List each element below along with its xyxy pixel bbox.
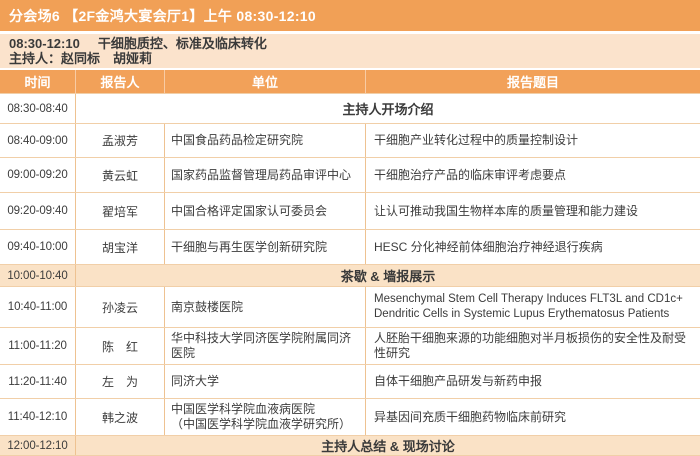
session-chairs: 主持人：赵同标 胡娅莉 — [9, 51, 153, 66]
table-row: 10:40-11:00 孙凌云 南京鼓楼医院 Mesenchymal Stem … — [0, 286, 700, 327]
title-cell: 让认可推动我国生物样本库的质量管理和能力建设 — [374, 203, 639, 218]
speaker-cell: 韩之波 — [76, 399, 165, 435]
session-title-bar: 分会场6 【2F金鸿大宴会厅1】上午 08:30-12:10 — [0, 0, 700, 31]
table-row-break: 10:00-10:40 茶歇 & 墙报展示 — [0, 264, 700, 286]
org-cell: 干细胞与再生医学创新研究院 — [165, 230, 366, 264]
time-cell: 10:00-10:40 — [0, 265, 76, 286]
time-cell: 11:00-11:20 — [0, 328, 76, 364]
org-cell: 华中科技大学同济医学院附属同济医院 — [165, 328, 366, 364]
speaker-cell: 翟培军 — [76, 193, 165, 229]
title-cell: 干细胞治疗产品的临床审评考虑要点 — [374, 167, 567, 182]
org-cell: 中国食品药品检定研究院 — [165, 124, 366, 157]
speaker-cell: 孟淑芳 — [76, 124, 165, 157]
time-cell: 11:40-12:10 — [0, 399, 76, 435]
table-row: 08:40-09:00 孟淑芳 中国食品药品检定研究院 干细胞产业转化过程中的质… — [0, 123, 700, 157]
title-cell: 人胚胎干细胞来源的功能细胞对半月板损伤的安全性及耐受性研究 — [374, 331, 687, 360]
org-cell: 国家药品监督管理局药品审评中心 — [165, 158, 366, 192]
title-cell: Mesenchymal Stem Cell Therapy Induces FL… — [374, 293, 683, 320]
divider — [0, 31, 700, 34]
merged-cell: 茶歇 & 墙报展示 — [340, 269, 436, 284]
session-topic: 干细胞质控、标准及临床转化 — [97, 36, 267, 51]
session-info-block: 08:30-12:10 干细胞质控、标准及临床转化 主持人：赵同标 胡娅莉 — [0, 34, 700, 68]
merged-cell: 主持人总结 & 现场讨论 — [321, 439, 455, 454]
table-row: 09:20-09:40 翟培军 中国合格评定国家认可委员会 让认可推动我国生物样… — [0, 192, 700, 229]
session-time-range: 08:30-12:10 — [9, 36, 80, 51]
header-cell-org: 单位 — [165, 70, 366, 93]
session-title-text: 分会场6 【2F金鸿大宴会厅1】上午 08:30-12:10 — [9, 7, 316, 24]
header-cell-title: 报告题目 — [506, 75, 559, 90]
speaker-cell: 黄云虹 — [76, 158, 165, 192]
title-cell: 自体干细胞产品研发与新药申报 — [374, 374, 543, 388]
time-cell: 09:40-10:00 — [0, 230, 76, 264]
time-cell: 09:20-09:40 — [0, 193, 76, 229]
time-cell: 08:40-09:00 — [0, 124, 76, 157]
title-cell: 异基因间充质干细胞药物临床前研究 — [374, 409, 567, 424]
title-cell: HESC 分化神经前体细胞治疗神经退行疾病 — [374, 239, 603, 254]
table-row: 09:00-09:20 黄云虹 国家药品监督管理局药品审评中心 干细胞治疗产品的… — [0, 157, 700, 192]
table-row: 11:40-12:10 韩之波 中国医学科学院血液病医院 （中国医学科学院血液学… — [0, 398, 700, 435]
table-row-break: 12:00-12:10 主持人总结 & 现场讨论 — [0, 435, 700, 455]
speaker-cell: 陈 红 — [76, 328, 165, 364]
table-row: 08:30-08:40 主持人开场介绍 — [0, 93, 700, 123]
time-cell: 09:00-09:20 — [0, 158, 76, 192]
time-cell: 12:00-12:10 — [0, 436, 76, 455]
org-cell: 中国合格评定国家认可委员会 — [165, 193, 366, 229]
speaker-cell: 胡宝洋 — [76, 230, 165, 264]
table-row: 11:00-11:20 陈 红 华中科技大学同济医学院附属同济医院 人胚胎干细胞… — [0, 327, 700, 364]
org-cell: 中国医学科学院血液病医院 （中国医学科学院血液学研究所） — [165, 399, 366, 435]
title-cell: 干细胞产业转化过程中的质量控制设计 — [374, 133, 579, 147]
speaker-cell: 左 为 — [76, 365, 165, 398]
table-row: 11:20-11:40 左 为 同济大学 自体干细胞产品研发与新药申报 — [0, 364, 700, 398]
header-cell-time: 时间 — [0, 70, 76, 93]
header-cell-speaker: 报告人 — [76, 70, 165, 93]
schedule-table: 时间 报告人 单位 报告题目 08:30-08:40 主持人开场介绍 08:40… — [0, 70, 700, 456]
table-row: 09:40-10:00 胡宝洋 干细胞与再生医学创新研究院 HESC 分化神经前… — [0, 229, 700, 264]
time-cell: 10:40-11:00 — [0, 287, 76, 327]
table-header-row: 时间 报告人 单位 报告题目 — [0, 70, 700, 93]
session-time-topic: 08:30-12:10 干细胞质控、标准及临床转化 — [9, 36, 700, 51]
time-cell: 11:20-11:40 — [0, 365, 76, 398]
time-cell: 08:30-08:40 — [0, 94, 76, 123]
org-cell: 同济大学 — [165, 365, 366, 398]
divider — [0, 68, 700, 70]
merged-cell: 主持人开场介绍 — [342, 102, 434, 117]
org-cell: 南京鼓楼医院 — [165, 287, 366, 327]
speaker-cell: 孙凌云 — [76, 287, 165, 327]
